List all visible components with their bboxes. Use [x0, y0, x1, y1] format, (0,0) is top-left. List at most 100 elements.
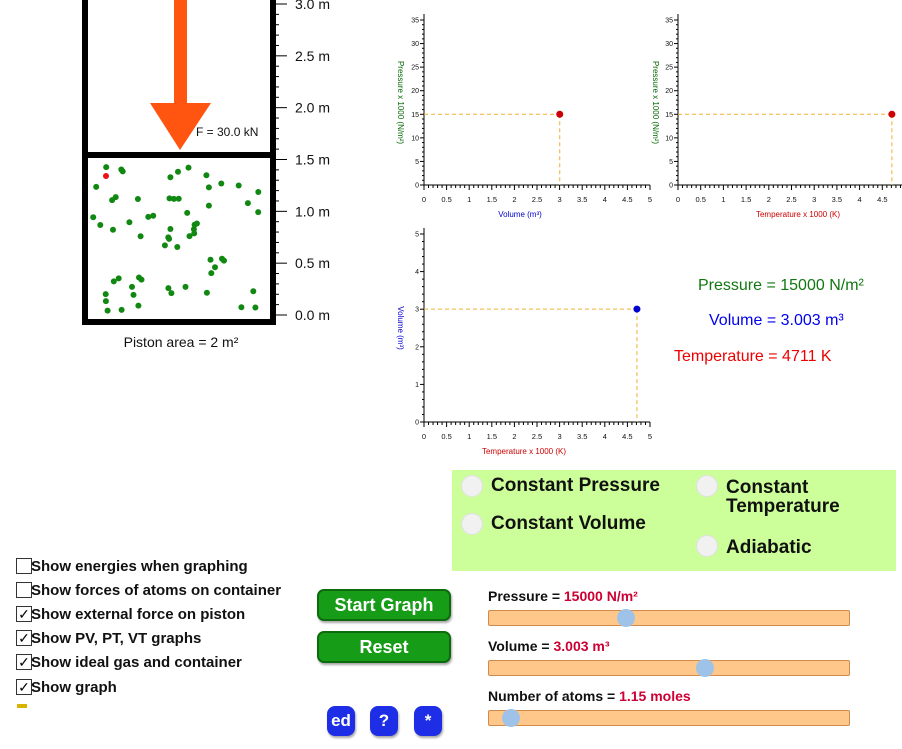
reset-button[interactable]: Reset	[317, 631, 451, 663]
gas-atom	[167, 174, 174, 181]
gas-atom	[218, 180, 225, 187]
piston-area-label: Piston area = 2 m²	[124, 334, 239, 350]
constant-pressure-label[interactable]: Constant Pressure	[491, 475, 660, 496]
gas-atom	[219, 255, 225, 262]
y-tick-label: 0	[415, 420, 419, 427]
show-energies-label[interactable]: Show energies when graphing	[31, 558, 248, 575]
y-axis-label: Pressure x 1000 (N/m²)	[396, 61, 405, 144]
x-tick-label: 3	[558, 432, 562, 441]
x-tick-label: 3.5	[832, 195, 842, 204]
atoms-slider-thumb[interactable]	[501, 709, 520, 727]
gas-atom	[145, 213, 152, 220]
constant-volume-label[interactable]: Constant Volume	[491, 513, 646, 534]
pressure-readout: Pressure = 15000 N/m²	[698, 277, 864, 294]
show-graph-checkbox[interactable]: ✓	[16, 679, 32, 695]
constant-temperature-label-2[interactable]: Temperature	[726, 496, 840, 517]
gas-atom	[170, 195, 177, 202]
y-tick-label: 1	[415, 382, 419, 389]
gas-atom	[255, 209, 262, 216]
show-forces-label[interactable]: Show forces of atoms on container	[31, 582, 282, 599]
x-tick-label: 2.5	[532, 195, 542, 204]
gas-atom	[136, 274, 142, 281]
show-gas-container-checkbox[interactable]: ✓	[16, 654, 32, 670]
volume-slider-thumb[interactable]	[696, 659, 714, 677]
show-graphs-label[interactable]: Show PV, PT, VT graphs	[31, 630, 202, 647]
piston[interactable]	[85, 152, 273, 158]
x-tick-label: 4	[858, 195, 862, 204]
gas-atom	[174, 244, 181, 250]
x-tick-label: 4	[603, 195, 607, 204]
x-tick-label: 1	[467, 432, 471, 441]
x-axis-label: Temperature x 1000 (K)	[482, 447, 566, 456]
y-tick-label: 0	[415, 183, 419, 190]
process-mode-panel: Constant Pressure Constant Volume Consta…	[452, 470, 896, 571]
x-tick-label: 0.5	[441, 195, 451, 204]
help-button[interactable]: ?	[370, 706, 398, 736]
x-tick-label: 1.5	[741, 195, 751, 204]
pt-graph: 0 5 10 15 20 25 30 35 0 0.5 1 1.5 2 2.5 3 3.5 4 4.5 5 Tempe…	[651, 14, 902, 219]
adiabatic-label[interactable]: Adiabatic	[726, 537, 812, 558]
gas-atom	[93, 183, 100, 190]
y-tick-label: 35	[411, 18, 419, 25]
constant-pressure-radio[interactable]	[461, 475, 483, 497]
vt-graph: 0 1 2 3 4 5 0 0.5 1 1.5 2 2.5 3 3.5 4 4.5 5 Temperature x…	[396, 228, 652, 456]
gas-atom	[203, 289, 210, 296]
gas-atom	[175, 195, 182, 202]
edit-button[interactable]: ed	[327, 706, 355, 736]
x-axis-label: Temperature x 1000 (K)	[756, 210, 840, 219]
resize-handle[interactable]	[17, 704, 27, 708]
show-graph-label[interactable]: Show graph	[31, 679, 117, 696]
gas-atom	[137, 233, 144, 240]
atoms-slider[interactable]	[488, 709, 850, 727]
gas-atom	[252, 304, 259, 311]
gas-atom	[244, 200, 251, 207]
x-tick-label: 4.5	[622, 432, 632, 441]
show-graphs-checkbox[interactable]: ✓	[16, 630, 32, 646]
x-tick-label: 5	[648, 432, 652, 441]
x-tick-label: 2	[512, 195, 516, 204]
volume-slider[interactable]	[488, 659, 850, 677]
gas-atom	[161, 242, 168, 249]
y-tick-label: 5	[669, 159, 673, 166]
gas-atom	[110, 278, 117, 285]
x-tick-label: 3	[812, 195, 816, 204]
gas-atom	[166, 195, 173, 202]
show-energies-checkbox[interactable]	[16, 558, 32, 574]
volume-slider-label: Volume = 3.003 m³	[488, 638, 610, 654]
volume-slider-value: 3.003 m³	[553, 638, 610, 654]
cylinder-walls	[82, 0, 276, 325]
adiabatic-radio[interactable]	[696, 535, 718, 557]
gas-atom	[250, 288, 257, 295]
gas-atom	[168, 290, 175, 297]
pressure-slider-label: Pressure = 15000 N/m²	[488, 588, 638, 604]
gas-atom	[118, 166, 125, 173]
gas-container: 3.0 m 2.5 m 2.0 m 1.5 m 1.0 m 0.5 m 0.0 m F = …	[82, 0, 330, 350]
scale-label: 0.0 m	[295, 307, 330, 323]
y-tick-label: 10	[411, 135, 419, 142]
gas-atom	[207, 256, 214, 263]
constant-volume-radio[interactable]	[461, 513, 483, 535]
gas-atom	[97, 222, 104, 228]
settings-star-button[interactable]: *	[414, 706, 442, 736]
gas-atom	[126, 219, 133, 226]
gas-atom	[235, 182, 242, 189]
show-external-force-checkbox[interactable]: ✓	[16, 606, 32, 622]
start-graph-button[interactable]: Start Graph	[317, 589, 451, 621]
scale-label: 1.0 m	[295, 203, 330, 219]
pressure-slider-thumb[interactable]	[616, 609, 635, 627]
gas-atom	[150, 212, 157, 219]
gas-atom	[104, 307, 111, 314]
state-point	[888, 110, 896, 118]
constant-temperature-radio[interactable]	[696, 475, 718, 497]
x-tick-label: 2	[767, 195, 771, 204]
x-tick-label: 2	[512, 432, 516, 441]
show-forces-checkbox[interactable]	[16, 582, 32, 598]
gas-atom	[115, 275, 122, 282]
show-gas-container-label[interactable]: Show ideal gas and container	[31, 654, 242, 671]
x-tick-label: 1.5	[487, 195, 497, 204]
constant-temperature-label-1[interactable]: Constant	[726, 477, 809, 498]
pressure-slider[interactable]	[488, 609, 850, 627]
show-external-force-label[interactable]: Show external force on piston	[31, 606, 246, 623]
y-tick-label: 0	[669, 183, 673, 190]
x-tick-label: 2.5	[786, 195, 796, 204]
